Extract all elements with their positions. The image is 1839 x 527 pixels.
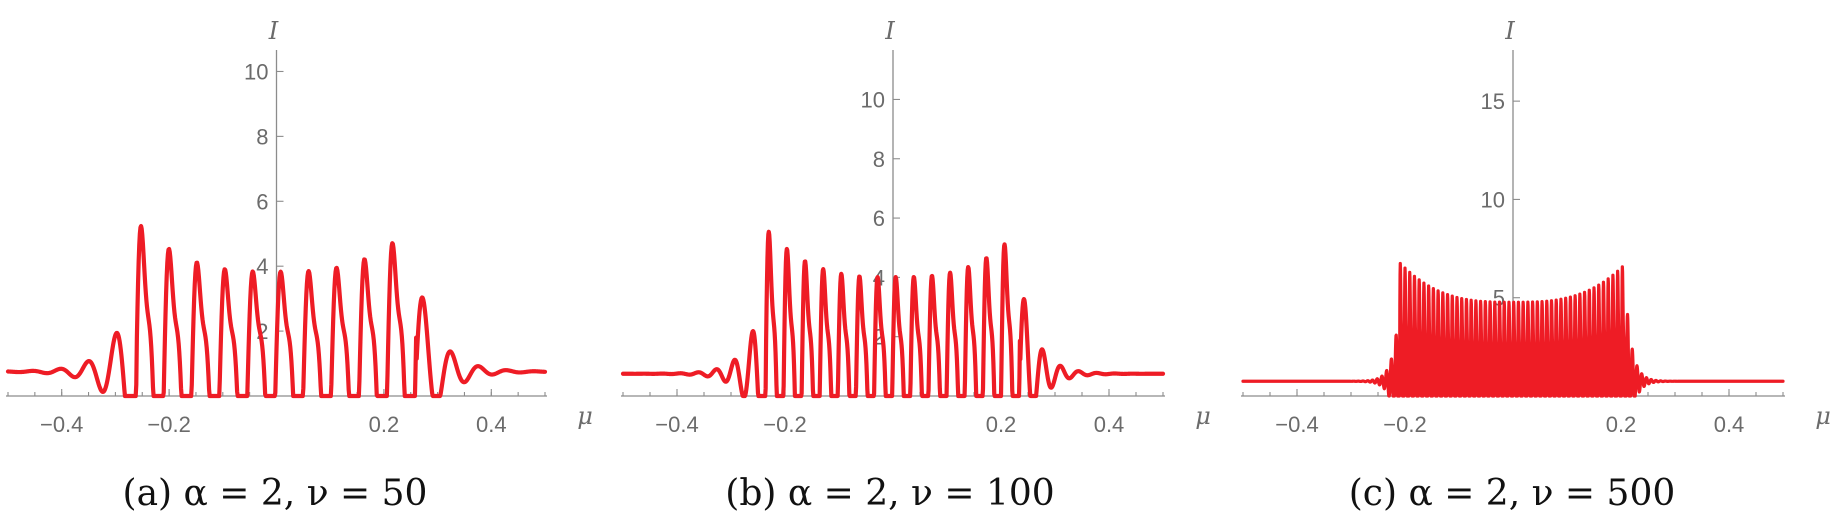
subfigure-caption: (c) α = 2, ν = 500 <box>1349 473 1676 514</box>
y-axis-label: I <box>1504 17 1515 45</box>
y-tick-label: 6 <box>256 189 268 214</box>
y-tick-label: 10 <box>861 87 885 112</box>
y-tick-label: 6 <box>873 206 885 231</box>
series-line-1 <box>1241 261 1785 398</box>
x-tick-label: 0.4 <box>1094 412 1125 437</box>
x-tick-label: −0.4 <box>1275 412 1318 437</box>
y-tick-label: 15 <box>1481 89 1505 114</box>
x-tick-label: 0.2 <box>369 412 400 437</box>
series-line-1 <box>620 229 1166 399</box>
y-tick-label: 8 <box>873 147 885 172</box>
x-axis-label: μ <box>1195 402 1211 430</box>
y-tick-label: 10 <box>1481 187 1505 212</box>
y-tick-label: 10 <box>244 59 268 84</box>
series-line-1 <box>5 223 548 399</box>
x-tick-label: −0.4 <box>655 412 698 437</box>
y-tick-label: 4 <box>256 254 268 279</box>
subfigure-caption: (a) α = 2, ν = 50 <box>123 473 428 514</box>
y-axis-label: I <box>884 17 895 45</box>
x-tick-label: 0.4 <box>476 412 507 437</box>
y-axis-label: I <box>268 17 279 45</box>
x-tick-label: −0.2 <box>1383 412 1426 437</box>
y-tick-label: 8 <box>256 124 268 149</box>
x-tick-label: 0.2 <box>1606 412 1637 437</box>
x-tick-label: −0.2 <box>147 412 190 437</box>
x-tick-label: −0.2 <box>763 412 806 437</box>
x-tick-label: −0.4 <box>40 412 83 437</box>
x-axis-label: μ <box>1815 402 1831 430</box>
x-tick-label: 0.4 <box>1714 412 1745 437</box>
x-tick-label: 0.2 <box>986 412 1017 437</box>
subfigure-caption: (b) α = 2, ν = 100 <box>725 473 1054 514</box>
x-axis-label: μ <box>577 402 593 430</box>
